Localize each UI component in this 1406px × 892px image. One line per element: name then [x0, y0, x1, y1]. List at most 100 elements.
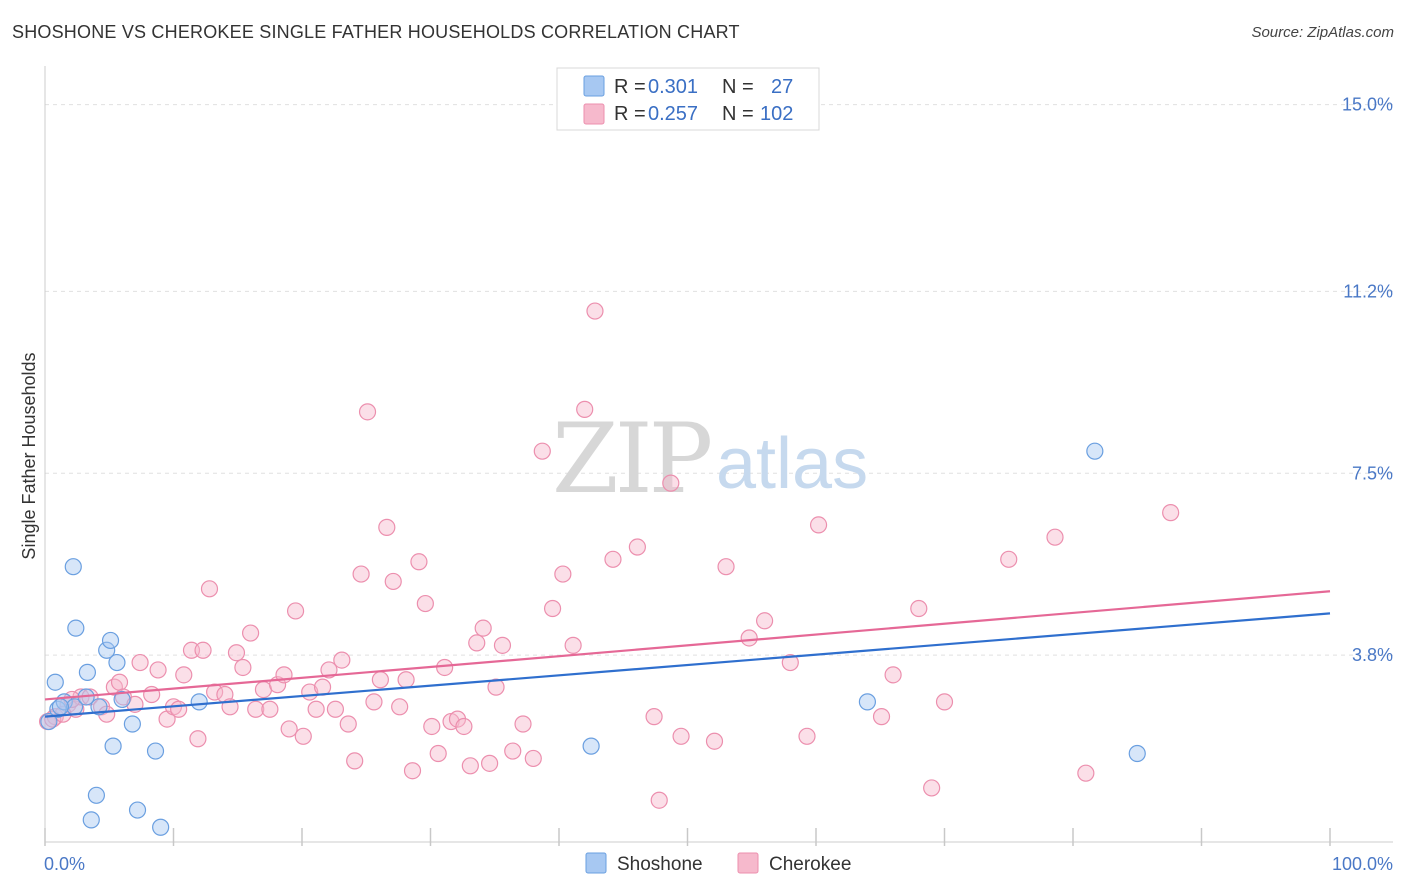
point-cherokee-95: [1000, 550, 1018, 568]
y-tick-label-3: 15.0%: [1342, 95, 1393, 115]
point-cherokee-46: [358, 403, 377, 421]
point-shoshone-10: [98, 641, 116, 659]
point-cherokee-44: [346, 752, 364, 770]
point-cherokee-71: [533, 442, 551, 460]
point-cherokee-48: [371, 671, 389, 689]
point-cherokee-89: [809, 516, 828, 534]
point-cherokee-51: [391, 698, 409, 716]
legend: R = 0.301 N = 27 R = 0.257 N = 102: [556, 67, 820, 131]
point-cherokee-38: [307, 700, 325, 718]
legend-swatch-shoshone: [583, 75, 605, 97]
axes: [44, 66, 1393, 846]
point-cherokee-65: [481, 754, 499, 772]
point-cherokee-92: [910, 599, 928, 618]
source-label: Source: ZipAtlas.com: [1251, 24, 1394, 41]
point-shoshone-8: [67, 619, 85, 637]
point-cherokee-47: [365, 693, 383, 711]
point-cherokee-70: [524, 749, 542, 768]
data-points: [38, 302, 1180, 836]
point-cherokee-36: [294, 727, 312, 745]
point-shoshone-23: [858, 693, 877, 711]
tick-labels: 3.8% 7.5% 11.2% 15.0% 0.0% 100.0%: [44, 95, 1393, 874]
x-tick-label-1: 100.0%: [1332, 854, 1393, 874]
point-cherokee-75: [576, 400, 594, 418]
point-cherokee-28: [242, 624, 260, 642]
point-shoshone-3: [46, 673, 64, 691]
point-shoshone-17: [87, 786, 106, 804]
point-cherokee-21: [194, 641, 212, 659]
legend-r-label-cherokee: R =: [614, 103, 646, 125]
point-cherokee-87: [781, 653, 799, 672]
point-cherokee-31: [261, 700, 279, 718]
point-cherokee-64: [474, 619, 492, 637]
point-cherokee-56: [423, 717, 441, 736]
point-cherokee-83: [705, 732, 724, 750]
point-cherokee-39: [313, 678, 332, 696]
point-shoshone-24: [1128, 744, 1146, 763]
bottom-legend-label-shoshone: Shoshone: [617, 854, 703, 875]
point-cherokee-94: [935, 693, 954, 711]
point-shoshone-16: [146, 742, 165, 760]
point-cherokee-40: [320, 661, 338, 679]
legend-r-value-cherokee: 0.257: [648, 103, 698, 125]
point-cherokee-62: [461, 757, 479, 775]
point-cherokee-91: [884, 666, 902, 684]
point-cherokee-67: [493, 636, 512, 654]
point-shoshone-7: [64, 558, 82, 576]
point-cherokee-35: [286, 602, 305, 620]
point-cherokee-53: [403, 762, 422, 780]
y-tick-label-2: 11.2%: [1343, 281, 1393, 301]
point-cherokee-97: [1077, 764, 1095, 782]
point-cherokee-86: [755, 612, 774, 630]
point-cherokee-88: [798, 727, 816, 745]
trend-lines: [44, 590, 1331, 718]
point-shoshone-12: [108, 653, 126, 672]
point-cherokee-14: [149, 661, 167, 679]
y-tick-label-1: 7.5%: [1352, 463, 1393, 483]
point-cherokee-73: [554, 565, 572, 583]
point-cherokee-61: [455, 717, 473, 736]
point-cherokee-50: [384, 572, 402, 591]
point-shoshone-25: [1086, 442, 1104, 460]
legend-r-label-shoshone: R =: [614, 76, 646, 98]
point-cherokee-84: [717, 558, 735, 576]
bottom-legend: Shoshone Cherokee: [585, 852, 851, 875]
point-cherokee-80: [650, 791, 668, 809]
point-cherokee-41: [326, 700, 345, 718]
point-shoshone-20: [152, 818, 170, 836]
point-cherokee-81: [662, 474, 680, 492]
bottom-legend-label-cherokee: Cherokee: [769, 854, 851, 875]
point-cherokee-27: [234, 658, 252, 677]
y-tick-label-0: 3.8%: [1352, 645, 1393, 665]
legend-n-label-cherokee: N =: [722, 103, 754, 125]
point-cherokee-63: [468, 634, 486, 652]
point-cherokee-12: [131, 653, 149, 672]
point-cherokee-17: [170, 700, 188, 718]
point-shoshone-21: [190, 693, 208, 711]
point-cherokee-34: [280, 720, 298, 738]
watermark-atlas: atlas: [716, 424, 868, 504]
point-shoshone-0: [40, 712, 58, 731]
point-cherokee-68: [504, 742, 522, 760]
legend-n-label-shoshone: N =: [722, 76, 754, 98]
point-cherokee-77: [604, 550, 622, 568]
point-shoshone-15: [104, 737, 122, 755]
point-cherokee-42: [333, 651, 351, 669]
legend-n-value-shoshone: 27: [771, 76, 793, 98]
point-cherokee-78: [628, 538, 646, 556]
point-cherokee-90: [872, 708, 891, 726]
point-cherokee-69: [514, 715, 532, 733]
watermark: ZIP atlas: [552, 403, 868, 515]
point-cherokee-52: [397, 671, 415, 689]
legend-r-value-shoshone: 0.301: [648, 76, 698, 98]
point-cherokee-98: [1162, 504, 1180, 522]
point-cherokee-29: [247, 700, 265, 718]
point-cherokee-26: [227, 644, 246, 662]
point-shoshone-6: [90, 698, 108, 716]
point-shoshone-9: [78, 663, 97, 681]
point-cherokee-66: [487, 678, 505, 696]
point-shoshone-19: [128, 801, 147, 819]
point-cherokee-20: [189, 730, 207, 748]
point-cherokee-85: [740, 629, 758, 647]
